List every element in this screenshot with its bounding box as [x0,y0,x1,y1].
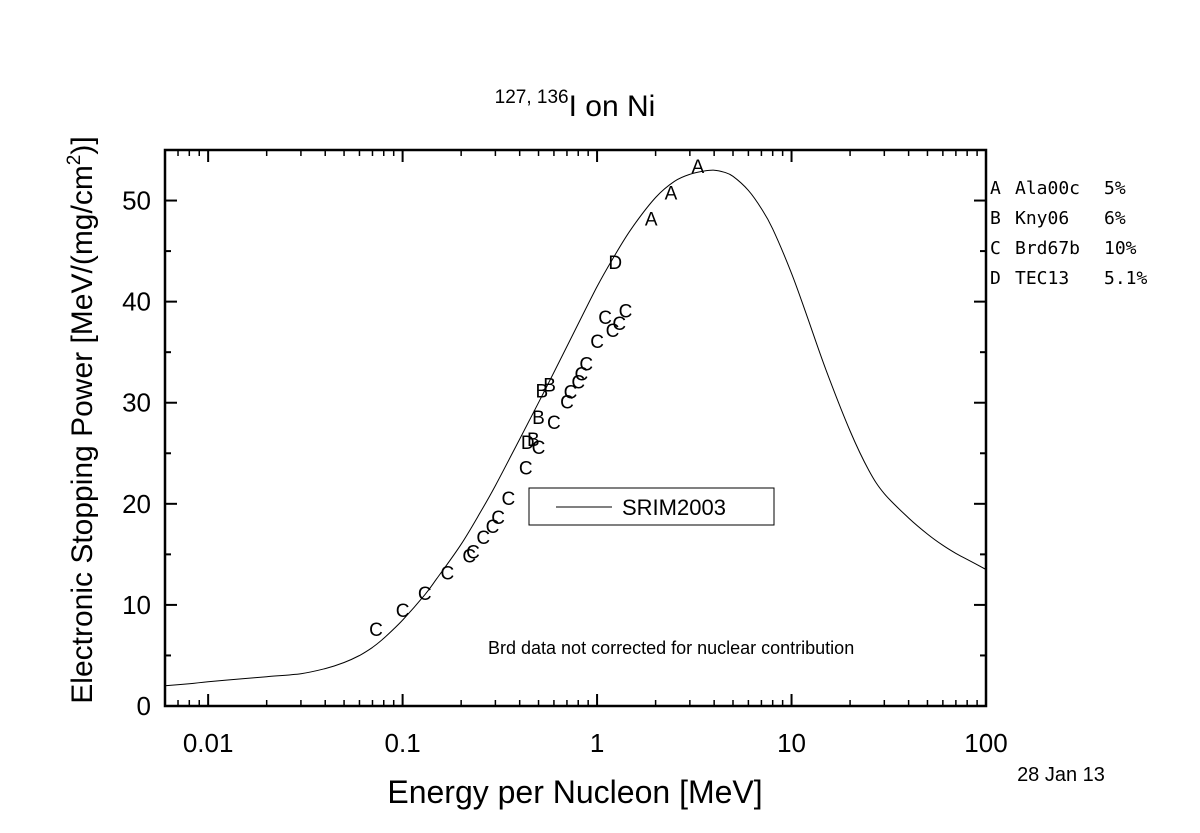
data-point-b: B [535,382,548,403]
x-axis-label: Energy per Nucleon [MeV] [387,774,762,810]
key-name-d: TEC13 [1015,268,1069,289]
chart-title: 127, 136I on Ni [495,87,656,123]
data-point-b: B [527,430,540,451]
data-point-c: C [369,620,383,641]
key-error-a: 5% [1104,178,1126,199]
data-point-c: C [441,564,455,585]
data-point-c: C [462,546,476,567]
data-point-c: C [532,438,546,459]
y-tick-label: 30 [122,388,151,418]
y-axis-label-sup: 2 [64,155,85,166]
y-axis-label: Electronic Stopping Power [MeV/(mg/cm2)] [64,136,99,703]
key-error-d: 5.1% [1104,268,1148,289]
y-axis-label-group: Electronic Stopping Power [MeV/(mg/cm2)] [64,136,99,703]
data-point-b: B [532,408,545,429]
data-point-c: C [560,393,574,414]
data-point-c: C [486,517,500,538]
data-point-a: A [665,183,678,204]
key-name-b: Kny06 [1015,208,1069,229]
data-point-c: C [574,364,588,385]
x-tick-label: 1 [590,728,604,758]
y-tick-label: 20 [122,489,151,519]
key-row-c: C Brd67b 10% [990,238,1137,259]
data-point-c: C [571,372,585,393]
data-point-a: A [692,157,705,178]
x-tick-label: 100 [964,728,1007,758]
data-point-c: C [619,302,633,323]
data-point-c: C [564,383,578,404]
data-point-d: D [521,433,535,454]
data-point-d: D [608,253,622,274]
data-point-c: C [579,354,593,375]
data-point-c: C [612,314,626,335]
key-marker-c: C [990,238,1001,259]
y-tick-label: 40 [122,287,151,317]
x-tick-label: 0.1 [385,728,421,758]
annotation-note: Brd data not corrected for nuclear contr… [488,638,854,658]
date-stamp: 28 Jan 13 [1017,764,1105,786]
y-axis-label-main: Electronic Stopping Power [MeV/(mg/cm [66,165,99,704]
data-point-c: C [598,308,612,329]
dataset-key: A Ala00c 5% B Kny06 6% C Brd67b 10% D TE… [990,178,1148,289]
plot-frame [163,148,988,708]
data-point-c: C [590,332,604,353]
chart-title-superscript: 127, 136 [495,87,569,108]
data-point-c: C [547,413,561,434]
key-error-c: 10% [1104,238,1137,259]
chart-title-main: I on Ni [569,90,656,123]
data-point-c: C [418,584,432,605]
key-row-a: A Ala00c 5% [990,178,1126,199]
key-marker-d: D [990,268,1001,289]
key-marker-a: A [990,178,1001,199]
key-row-b: B Kny06 6% [990,208,1126,229]
key-marker-b: B [990,208,1001,229]
y-tick-label: 0 [137,691,151,721]
key-name-a: Ala00c [1015,178,1080,199]
x-tick-label: 0.01 [183,728,234,758]
legend: SRIM2003 [528,487,775,526]
key-row-d: D TEC13 5.1% [990,268,1148,289]
axis-ticks [164,149,987,707]
axis-tick-labels: 0.01 0.1 1 10 100 0 10 20 30 40 50 [122,186,1008,758]
data-point-c: C [476,528,490,549]
data-point-a: A [645,210,658,231]
data-point-c: C [396,601,410,622]
data-point-c: C [606,321,620,342]
legend-label: SRIM2003 [622,495,726,520]
data-point-c: C [466,542,480,563]
y-axis-label-end: )] [66,136,99,154]
data-point-c: C [502,489,516,510]
y-tick-label: 10 [122,590,151,620]
data-point-c: C [491,508,505,529]
series-line-srim2003 [164,169,987,687]
key-error-b: 6% [1104,208,1126,229]
data-point-b: B [543,376,556,397]
y-tick-label: 50 [122,186,151,216]
data-point-c: C [519,458,533,479]
x-tick-label: 10 [777,728,806,758]
key-name-c: Brd67b [1015,238,1080,259]
